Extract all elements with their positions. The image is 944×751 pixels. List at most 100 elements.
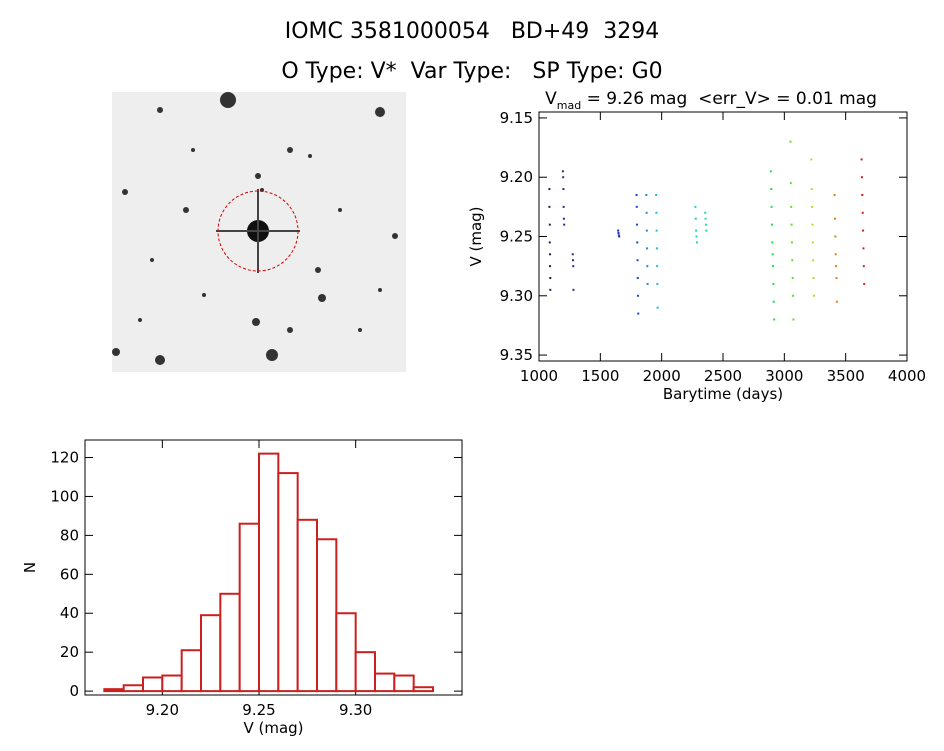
- data-point: [772, 300, 775, 303]
- data-point: [617, 234, 620, 237]
- data-point: [790, 241, 793, 244]
- data-point: [790, 205, 793, 208]
- histogram-bar: [354, 651, 376, 693]
- data-point: [812, 294, 815, 297]
- histogram-bar: [316, 538, 338, 693]
- data-point: [811, 205, 814, 208]
- x-tick-label: 9.25: [242, 701, 275, 719]
- x-tick-label: 9.20: [146, 701, 179, 719]
- sky-image: [112, 92, 406, 372]
- y-tick-label: 9.15: [500, 109, 533, 127]
- y-tick-label: 9.25: [500, 228, 533, 246]
- x-tick-label: 4000: [888, 367, 926, 385]
- data-point: [656, 282, 659, 285]
- data-point: [617, 231, 620, 234]
- x-tick-label: 1500: [581, 367, 619, 385]
- y-tick-label: 100: [50, 487, 79, 505]
- data-point: [773, 318, 776, 321]
- data-point: [549, 277, 552, 279]
- histogram-bar: [412, 686, 434, 693]
- data-point: [572, 265, 575, 268]
- data-point: [571, 259, 574, 262]
- data-point: [860, 176, 863, 179]
- data-point: [790, 223, 793, 226]
- data-point: [635, 205, 638, 208]
- page-title: IOMC 3581000054 BD+49 3294: [285, 19, 660, 44]
- data-point: [792, 294, 795, 297]
- y-tick-label: 120: [50, 449, 79, 467]
- data-point: [548, 188, 551, 191]
- data-point: [704, 211, 707, 214]
- data-point: [549, 288, 552, 291]
- data-point: [789, 182, 792, 185]
- y-tick-label: 0: [69, 682, 79, 700]
- data-point: [562, 217, 565, 220]
- histogram-bar: [393, 674, 415, 693]
- x-axis-label: V (mag): [243, 719, 303, 737]
- x-tick-label: 3500: [827, 367, 865, 385]
- histogram-bar: [219, 592, 241, 693]
- x-tick-label: 3000: [765, 367, 803, 385]
- data-point: [646, 247, 649, 250]
- data-point: [810, 188, 813, 191]
- data-point: [771, 253, 774, 256]
- x-tick-label: 2000: [643, 367, 681, 385]
- data-point: [636, 277, 639, 279]
- data-point: [812, 277, 815, 279]
- title-suffix: = 9.26 mag <err_V> = 0.01 mag: [581, 89, 877, 109]
- data-point: [562, 205, 565, 208]
- data-point: [562, 188, 565, 191]
- data-point: [695, 229, 698, 232]
- data-point: [549, 265, 552, 268]
- y-axis-label: V (mag): [467, 206, 485, 266]
- y-tick-label: 9.35: [500, 346, 533, 364]
- histogram-bar: [161, 674, 183, 693]
- histogram-bar: [180, 649, 203, 693]
- data-point: [862, 265, 865, 268]
- data-point: [704, 217, 707, 220]
- data-point: [618, 235, 621, 238]
- histogram-bar: [200, 614, 222, 693]
- data-point: [637, 312, 640, 315]
- data-point: [861, 211, 864, 214]
- data-point: [646, 282, 649, 285]
- data-point: [636, 294, 639, 297]
- data-point: [791, 277, 794, 279]
- histogram-bar: [122, 684, 144, 693]
- y-tick-label: 9.30: [500, 287, 533, 305]
- data-point: [636, 259, 639, 262]
- data-point: [561, 170, 564, 173]
- x-axis-label: Barytime (days): [663, 385, 783, 403]
- data-point: [861, 194, 864, 196]
- y-tick-label: 60: [60, 565, 79, 583]
- data-point: [636, 241, 639, 244]
- data-point: [563, 223, 566, 226]
- title-main: V: [545, 89, 557, 109]
- data-point: [862, 229, 865, 232]
- data-point: [548, 205, 551, 208]
- data-point: [655, 247, 658, 250]
- y-tick-label: 20: [60, 643, 79, 661]
- data-point: [811, 241, 814, 244]
- histogram-bar: [238, 522, 261, 693]
- histogram-bar: [142, 676, 164, 693]
- y-tick-label: 40: [60, 604, 79, 622]
- data-point: [833, 217, 836, 220]
- data-point: [705, 229, 708, 232]
- data-point: [656, 306, 659, 309]
- x-tick-label: 2500: [704, 367, 742, 385]
- data-point: [636, 223, 639, 226]
- data-point: [770, 223, 773, 226]
- data-point: [811, 223, 814, 226]
- data-point: [862, 247, 865, 250]
- data-point: [834, 235, 837, 238]
- data-point: [635, 194, 638, 196]
- histogram-bar: [374, 672, 396, 693]
- data-point: [694, 205, 697, 208]
- data-point: [562, 176, 565, 179]
- data-point: [835, 277, 838, 279]
- data-point: [863, 282, 866, 285]
- data-point: [695, 235, 698, 238]
